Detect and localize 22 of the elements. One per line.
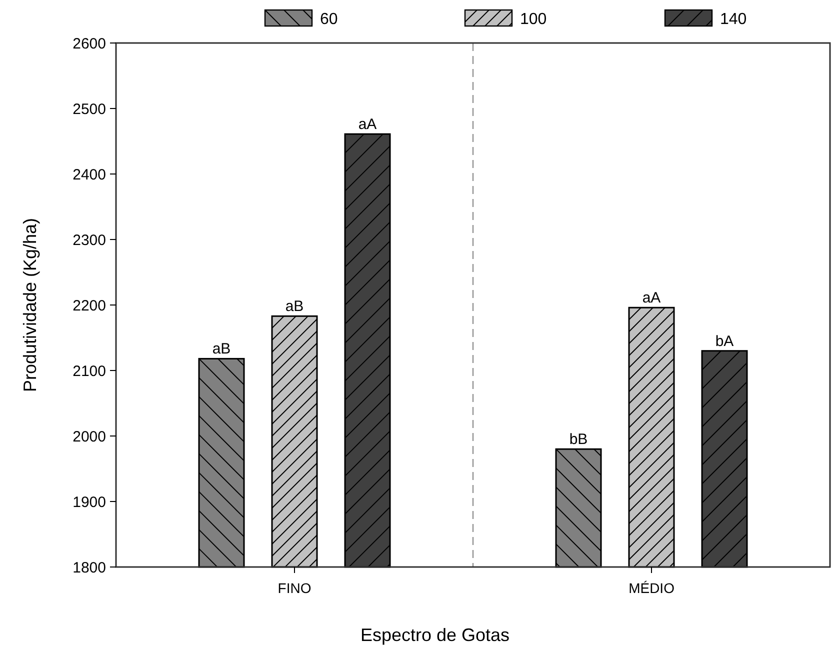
legend-label: 100 bbox=[520, 11, 547, 28]
legend-label: 140 bbox=[720, 11, 747, 28]
y-tick-label: 2300 bbox=[72, 232, 106, 249]
x-tick-label: FINO bbox=[278, 580, 312, 596]
data-label: aA bbox=[642, 290, 661, 307]
y-axis-title: Produtividade (Kg/ha) bbox=[20, 218, 40, 392]
x-axis-title: Espectro de Gotas bbox=[360, 625, 510, 645]
y-tick-label: 2200 bbox=[72, 297, 106, 314]
y-tick-label: 1800 bbox=[72, 559, 106, 576]
legend-label: 60 bbox=[320, 11, 338, 28]
data-label: bB bbox=[569, 431, 588, 448]
data-label: aA bbox=[358, 116, 377, 134]
data-label: aB bbox=[212, 340, 231, 358]
y-tick-label: 2600 bbox=[72, 35, 106, 52]
y-tick-label: 2100 bbox=[72, 362, 106, 380]
data-label: bA bbox=[715, 332, 734, 350]
y-tick-label: 2500 bbox=[72, 100, 106, 118]
y-tick-label: 1900 bbox=[72, 494, 106, 511]
data-label: aB bbox=[285, 298, 304, 316]
y-tick-label: 2000 bbox=[72, 428, 106, 446]
x-tick-label: MÉDIO bbox=[628, 580, 675, 596]
y-tick-label: 2400 bbox=[72, 166, 106, 184]
